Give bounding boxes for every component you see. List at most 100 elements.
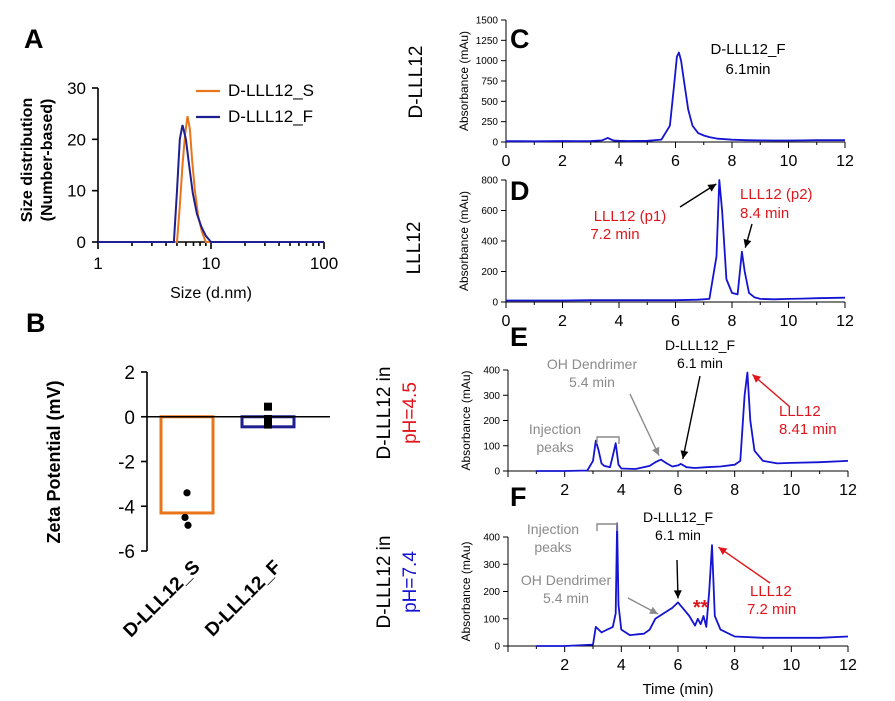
- panel-c-y-tick-label: 250: [481, 117, 498, 128]
- panel-e-y-label: Absorbance (mAu): [459, 370, 473, 470]
- panel-label-b: B: [26, 308, 46, 338]
- panel-e-x-tick-label: 10: [782, 482, 800, 499]
- panel-label-e: E: [510, 322, 528, 352]
- panel-c-y-tick-label: 1250: [476, 36, 499, 47]
- panel-e-arrow-ll-shaft: [751, 373, 791, 408]
- panel-e-x-tick-label: 8: [730, 482, 739, 499]
- panel-e-arrow-ll-head: [752, 374, 762, 383]
- panel-f-annotation-dl-line1: D-LLL12_F: [643, 509, 713, 525]
- panel-d-x-tick-label: 12: [836, 313, 854, 330]
- panel-f-injection-bracket: [596, 523, 618, 531]
- panel-a-x-tick-label: 1: [93, 254, 102, 273]
- panel-b-y-tick-label: -4: [118, 497, 135, 518]
- panel-f-y-tick-label: 400: [483, 533, 500, 544]
- panel-e-y-tick-label: 300: [483, 391, 500, 402]
- row-label-d: LLL12: [404, 222, 425, 275]
- row-label-e-line2: pH=4.5: [400, 382, 421, 444]
- panel-c-y-label: Absorbance (mAu): [457, 31, 471, 131]
- panel-e-y-tick-label: 400: [483, 366, 500, 377]
- panel-a-legend-label-2: D-LLL12_F: [228, 107, 313, 126]
- panel-e-annotation-inj-line1: Injection: [529, 421, 581, 437]
- panel-f-annotation-inj-line1: Injection: [527, 521, 579, 537]
- panel-f-y-tick-label: 100: [483, 614, 500, 625]
- panel-c-x-tick-label: 4: [615, 153, 624, 170]
- panel-d-x-tick-label: 6: [671, 313, 680, 330]
- panel-f-annotation-inj-line2: peaks: [534, 539, 571, 555]
- panel-d-axes: [501, 179, 846, 308]
- panel-f-arrow-dl: [673, 559, 682, 599]
- panel-c-trace: [506, 51, 845, 143]
- panel-b-bar-1: [159, 415, 215, 515]
- panel-c-x-tick-label: 6: [671, 153, 680, 170]
- panel-e-annotation-ll-line1: LLL12: [779, 403, 821, 420]
- panel-c-y-tick-label: 500: [481, 97, 498, 108]
- panel-f-arrow-dl-head: [673, 590, 682, 599]
- panel-e-annotation-oh-line2: 5.4 min: [569, 374, 615, 390]
- panel-e-x-tick-label: 4: [617, 482, 626, 499]
- panel-f-x-label: Time (min): [642, 681, 713, 698]
- panel-e-y-tick-label: 0: [494, 467, 500, 478]
- panel-f-x-tick-label: 12: [839, 657, 857, 674]
- panel-a-legend-label-1: D-LLL12_S: [228, 81, 314, 100]
- panel-f-annotation-ll-line2: 7.2 min: [747, 601, 796, 618]
- panel-f-y-label: Absorbance (mAu): [459, 541, 473, 641]
- panel-f-annotation-oh-line2: 5.4 min: [543, 590, 589, 606]
- panel-f-y-tick-label: 0: [494, 642, 500, 653]
- panel-f-asterisks: **: [693, 597, 709, 619]
- row-label-f-line2: pH=7.4: [400, 551, 421, 613]
- panel-b-category-label-1: D-LLL12_S: [120, 557, 205, 642]
- panel-e-annotation-inj-line2: peaks: [536, 439, 573, 455]
- panel-d-x-tick-label: 4: [615, 313, 624, 330]
- panel-f-x-tick-label: 4: [617, 657, 626, 674]
- panel-b-y-tick-label: -6: [118, 542, 135, 563]
- panel-e-annotation-dl-line1: D-LLL12_F: [665, 337, 735, 353]
- panel-a-x-label: Size (d.nm): [170, 285, 252, 302]
- panel-e-y-tick-label: 200: [483, 416, 500, 427]
- panel-e-annotation-oh-line1: OH Dendrimer: [547, 356, 638, 372]
- panel-e-x-tick-label: 6: [674, 482, 683, 499]
- panel-c-y-tick-label: 0: [492, 138, 498, 149]
- panel-e-x-tick-label: 12: [839, 482, 857, 499]
- panel-d-annotation-1-line1: LLL12 (p1): [594, 208, 667, 225]
- panel-d-x-tick-label: 2: [558, 313, 567, 330]
- panel-e-y-tick-label: 100: [483, 441, 500, 452]
- panel-b-axes: [141, 371, 148, 552]
- panel-c-x-tick-label: 0: [502, 153, 511, 170]
- panel-e-annotation-dl-line2: 6.1 min: [677, 355, 723, 371]
- panel-d-arrow-2-head: [743, 238, 752, 248]
- panel-b-category-label-2: D-LLL12_F: [201, 557, 285, 641]
- panel-e-trace: [536, 371, 849, 472]
- panel-b-y-label: Zeta Potential (mV): [44, 380, 64, 543]
- panel-f-annotation-dl-line2: 6.1 min: [655, 527, 701, 543]
- panel-a-y-tick-label: 30: [67, 79, 86, 98]
- panel-f-y-tick-label: 300: [483, 560, 500, 571]
- panel-b-y-tick-label: 0: [124, 408, 135, 429]
- panel-c-axes: [501, 19, 846, 148]
- panel-c-y-tick-label: 750: [481, 77, 498, 88]
- row-label-f-line1: D-LLL12 in: [374, 536, 395, 629]
- panel-d-arrow-2: [743, 223, 753, 248]
- panel-b-point: [181, 513, 189, 522]
- panel-e-arrow-dl: [680, 375, 701, 460]
- panel-c-annotation-1-line1: D-LLL12_F: [710, 41, 785, 58]
- panel-b-y-tick-label: -2: [118, 453, 135, 474]
- panel-d-x-tick-label: 10: [780, 313, 798, 330]
- panel-c-x-tick-label: 2: [558, 153, 567, 170]
- panel-c-x-tick-label: 10: [780, 153, 798, 170]
- panel-d-y-tick-label: 800: [481, 176, 498, 187]
- panel-b-point: [264, 414, 272, 423]
- panel-d-y-tick-label: 600: [481, 206, 498, 217]
- panel-c-y-tick-label: 1500: [476, 16, 499, 27]
- panel-e-arrow-oh-shaft: [629, 393, 660, 456]
- panel-d-arrow-1: [679, 183, 717, 208]
- panel-e-x-tick-label: 2: [560, 482, 569, 499]
- panel-e-arrow-dl-shaft: [682, 375, 701, 460]
- panel-e-arrow-oh: [629, 393, 660, 456]
- panel-label-a: A: [24, 24, 44, 54]
- panel-d-y-tick-label: 0: [492, 298, 498, 309]
- panel-f-x-tick-label: 10: [782, 657, 800, 674]
- panel-d-y-tick-label: 200: [481, 267, 498, 278]
- panel-c-y-tick-label: 1000: [476, 56, 499, 67]
- panel-b-point: [183, 489, 191, 497]
